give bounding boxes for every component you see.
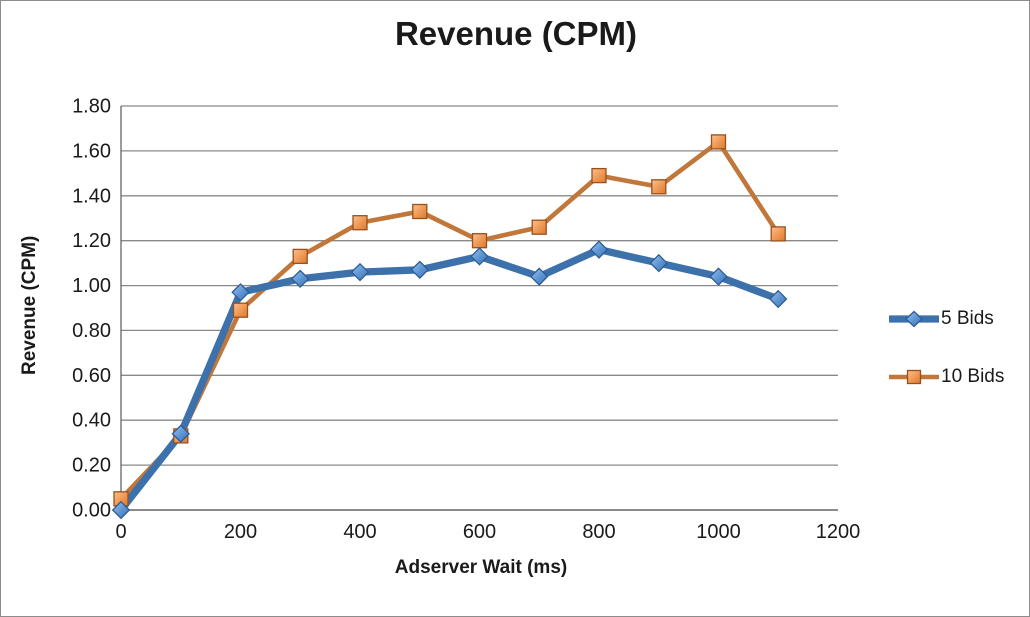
svg-text:1.60: 1.60 [72, 140, 111, 162]
svg-text:1.40: 1.40 [72, 185, 111, 207]
svg-text:0.60: 0.60 [72, 365, 111, 387]
svg-text:0.40: 0.40 [72, 410, 111, 432]
svg-text:1.20: 1.20 [72, 230, 111, 252]
svg-text:400: 400 [343, 521, 376, 543]
svg-text:600: 600 [463, 521, 496, 543]
svg-text:0: 0 [115, 521, 126, 543]
svg-text:1.80: 1.80 [72, 96, 111, 118]
svg-text:0.00: 0.00 [72, 500, 111, 522]
svg-text:1.00: 1.00 [72, 275, 111, 297]
svg-text:200: 200 [224, 521, 257, 543]
svg-text:1000: 1000 [696, 521, 741, 543]
svg-text:800: 800 [582, 521, 615, 543]
svg-text:1200: 1200 [816, 521, 861, 543]
svg-text:0.80: 0.80 [72, 320, 111, 342]
svg-text:0.20: 0.20 [72, 455, 111, 477]
